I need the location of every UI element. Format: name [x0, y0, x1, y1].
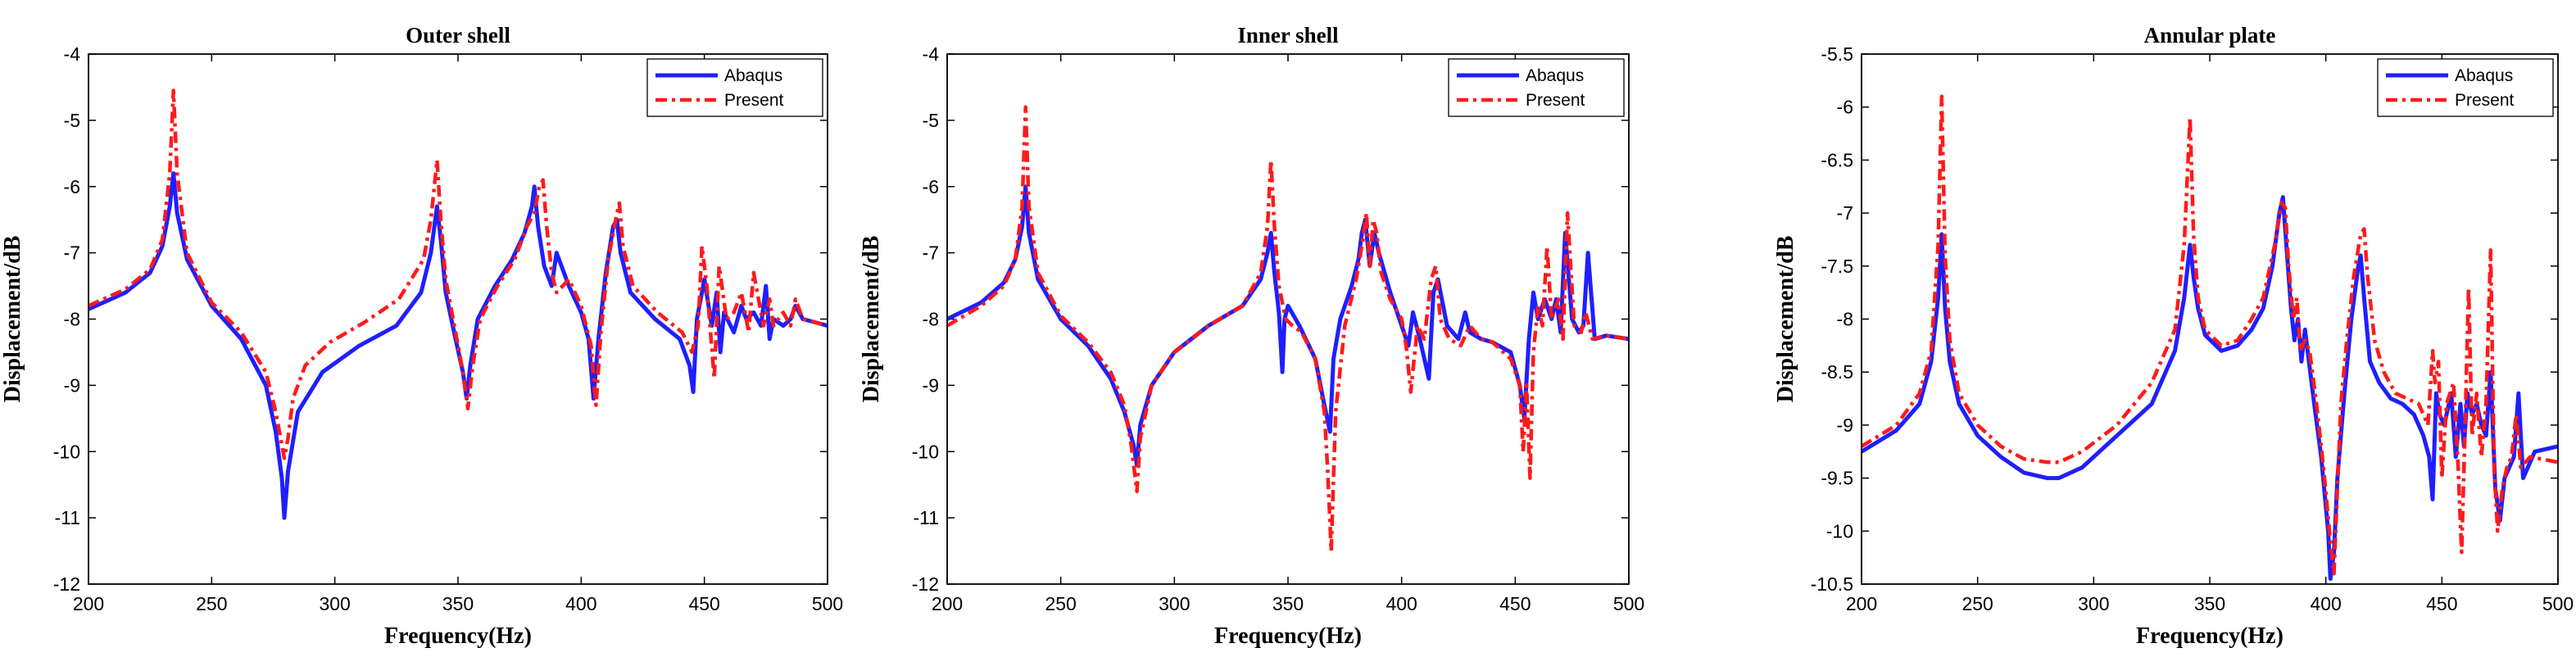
chart-panel-1: Outer shell 200 250 300 350 400 450 500 -4 -5 -6 -7… [0, 23, 843, 649]
y-axis-label: Displacement/dB [859, 236, 884, 403]
x-tick-label: 500 [2542, 593, 2574, 614]
y-tick-label: -6 [64, 176, 80, 197]
x-tick-label: 350 [1272, 593, 1304, 614]
series-line-present [88, 88, 828, 460]
y-tick-label: -10 [53, 441, 80, 462]
x-tick-label: 200 [73, 593, 104, 614]
y-tick-label: -7.5 [1821, 256, 1853, 277]
x-tick-label: 250 [1961, 593, 1993, 614]
y-tick-label: -8 [923, 309, 939, 330]
series-line-present [947, 105, 1629, 553]
y-tick-label: -9 [923, 374, 939, 396]
axes-box [1861, 53, 2559, 585]
legend-box [1448, 58, 1625, 117]
series-line-present [1862, 94, 2558, 576]
x-axis-label: Frequency(Hz) [1214, 623, 1362, 649]
x-tick-label: 500 [812, 593, 843, 614]
series-line-abaqus [88, 171, 828, 520]
y-tick-label: -5.5 [1821, 43, 1853, 65]
y-tick-label: -11 [913, 507, 939, 528]
x-tick-label: 400 [1386, 593, 1417, 614]
y-tick-label: -6.5 [1821, 149, 1853, 170]
y-tick-label: -12 [912, 573, 939, 595]
chart-title: Annular plate [2144, 23, 2276, 48]
y-tick-label: -11 [54, 507, 80, 528]
y-tick-label: -6 [1837, 97, 1853, 118]
x-axis-label: Frequency(Hz) [384, 623, 532, 649]
legend-label-present: Present [2455, 91, 2515, 110]
legend: Abaqus Present [1448, 58, 1625, 117]
chart-panel-3: Annular plate 200 250 300 350 400 450 500 -5.5 -6… [1773, 23, 2574, 649]
x-tick-label: 300 [2078, 593, 2109, 614]
x-axis-label: Frequency(Hz) [2136, 623, 2283, 649]
y-tick-label: -10 [1826, 520, 1853, 541]
chart-title: Outer shell [406, 23, 510, 48]
y-tick-label: -9 [64, 374, 80, 396]
y-tick-label: -7 [1837, 202, 1853, 224]
x-tick-label: 300 [1159, 593, 1190, 614]
x-tick-label: 350 [442, 593, 474, 614]
y-axis-label: Displacement/dB [1773, 236, 1798, 403]
y-tick-label: -6 [923, 176, 939, 197]
y-tick-label: -7 [923, 242, 939, 264]
x-tick-label: 350 [2194, 593, 2225, 614]
legend-label-abaqus: Abaqus [2455, 66, 2513, 85]
x-tick-label: 500 [1613, 593, 1644, 614]
y-tick-label: -8.5 [1821, 361, 1853, 383]
legend: Abaqus Present [646, 58, 823, 117]
legend-box [646, 58, 823, 117]
x-tick-label: 450 [2426, 593, 2457, 614]
axes-box [946, 53, 1630, 585]
y-tick-label: -9.5 [1821, 468, 1853, 489]
x-tick-label: 200 [1846, 593, 1877, 614]
x-tick-label: 400 [565, 593, 596, 614]
y-tick-label: -5 [64, 110, 80, 131]
y-tick-label: -12 [53, 573, 80, 595]
legend: Abaqus Present [2377, 58, 2554, 117]
x-tick-label: 450 [688, 593, 719, 614]
legend-label-present: Present [1526, 91, 1585, 110]
x-tick-label: 250 [196, 593, 227, 614]
legend-label-abaqus: Abaqus [724, 66, 782, 85]
y-tick-label: -7 [64, 242, 80, 264]
y-tick-label: -10 [912, 441, 939, 462]
legend-label-present: Present [724, 91, 784, 110]
legend-box [2377, 58, 2554, 117]
x-tick-label: 400 [2310, 593, 2341, 614]
x-tick-label: 450 [1499, 593, 1531, 614]
y-tick-label: -9 [1837, 415, 1853, 436]
chart-panel-2: Inner shell 200 250 300 350 400 450 500 -4 -5 -6 -7… [859, 23, 1644, 649]
y-tick-label: -10.5 [1811, 573, 1853, 595]
chart-title: Inner shell [1237, 23, 1339, 48]
y-tick-label: -8 [1837, 309, 1853, 330]
y-tick-label: -4 [64, 43, 81, 65]
axes-box [88, 53, 828, 585]
x-tick-label: 250 [1045, 593, 1076, 614]
y-tick-label: -8 [64, 309, 80, 330]
legend-label-abaqus: Abaqus [1526, 66, 1584, 85]
y-tick-label: -4 [923, 43, 940, 65]
y-axis-label: Displacement/dB [0, 236, 25, 403]
y-tick-label: -5 [923, 110, 939, 131]
x-tick-label: 200 [932, 593, 963, 614]
x-tick-label: 300 [319, 593, 350, 614]
